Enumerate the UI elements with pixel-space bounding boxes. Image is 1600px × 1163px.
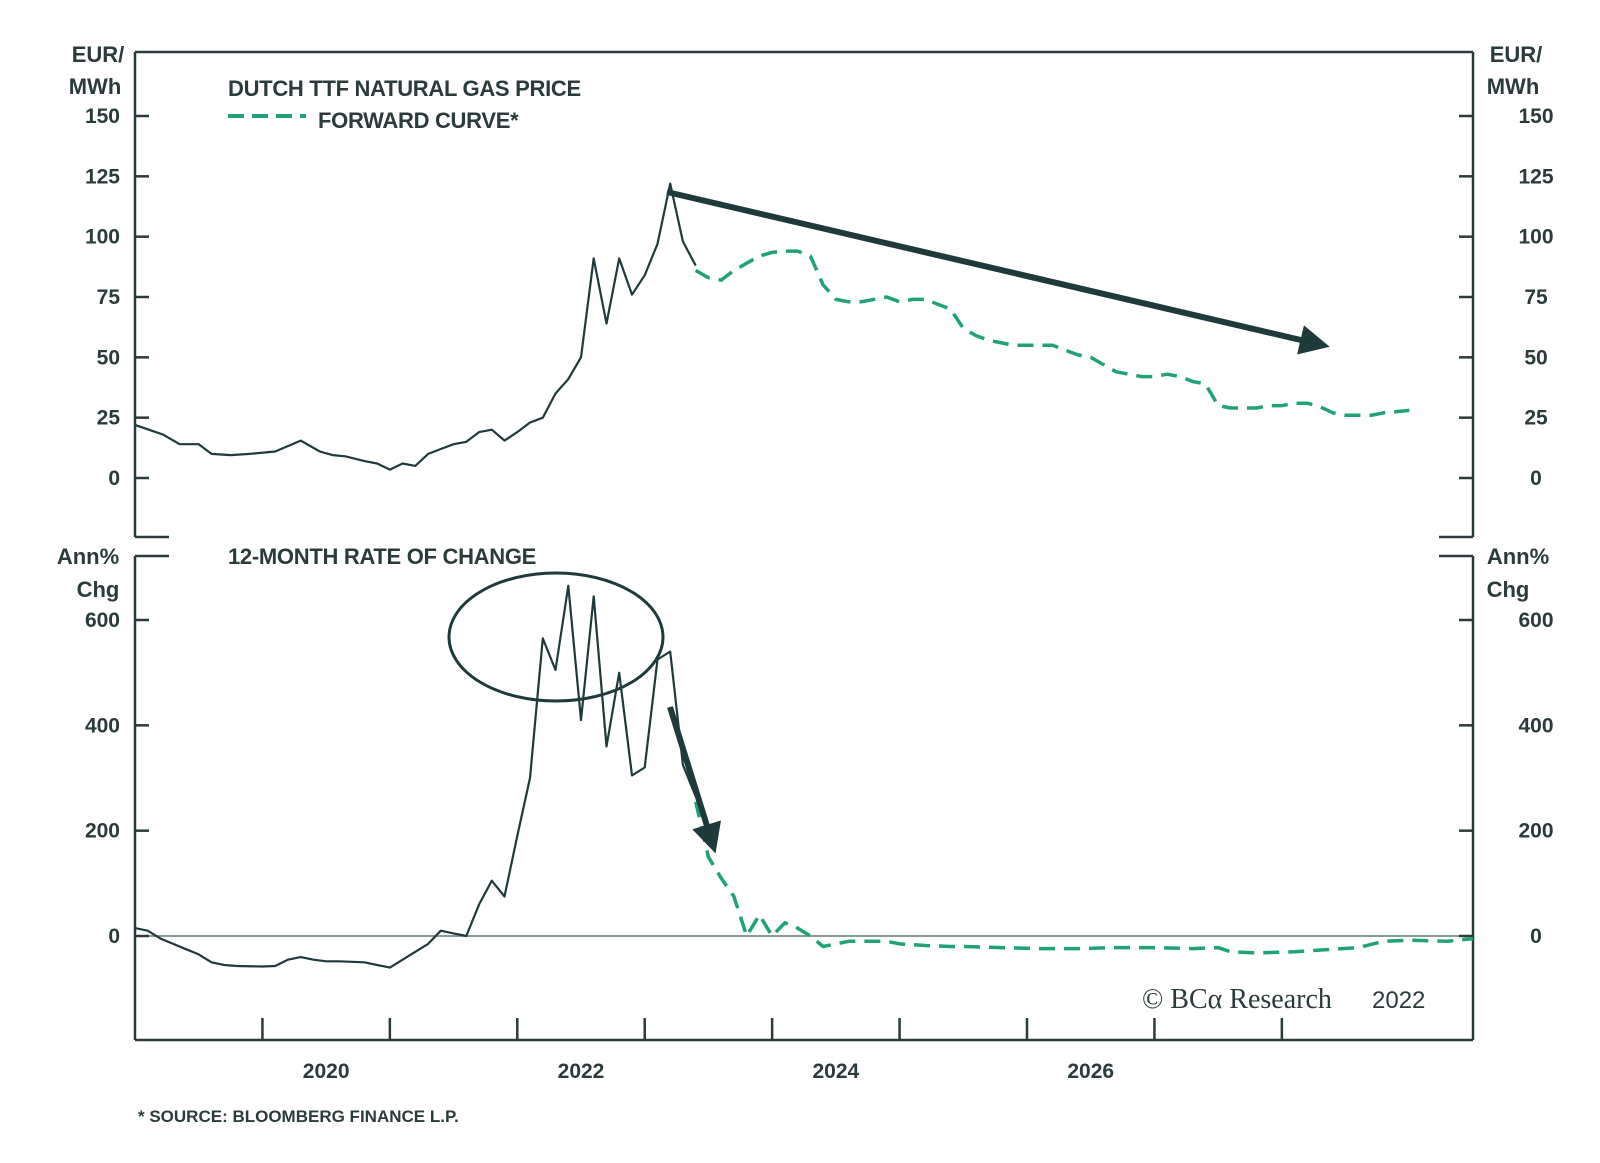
top-left-tick-label: 50	[97, 346, 120, 369]
top-right-tick-label: 0	[1530, 467, 1542, 490]
down-arrow	[667, 706, 721, 854]
top-right-tick-label: 100	[1518, 226, 1553, 249]
top-left-unit-line2: MWh	[69, 74, 122, 99]
x-tick-label-2026: 2026	[1067, 1060, 1114, 1083]
bottom-left-unit-line2: Chg	[77, 577, 120, 602]
down-trend-arrow	[666, 189, 1330, 355]
legend-forward-curve-label: FORWARD CURVE*	[318, 108, 519, 133]
bottom-series-actual	[134, 584, 697, 969]
bottom-right-tick-label: 0	[1530, 925, 1542, 948]
bottom-series-forward-curve	[693, 801, 1474, 955]
bottom-right-tick-label: 200	[1518, 820, 1553, 843]
top-left-tick-label: 100	[85, 226, 120, 249]
bottom-right-tick-label: 600	[1518, 609, 1553, 632]
series-layer	[134, 182, 1474, 969]
top-panel-title: DUTCH TTF NATURAL GAS PRICE	[228, 76, 581, 101]
axis-ticks	[135, 114, 1473, 1040]
copyright-year: 2022	[1372, 987, 1425, 1014]
top-right-tick-label: 50	[1524, 346, 1547, 369]
x-tick-label-2022: 2022	[558, 1060, 605, 1083]
chart-frame	[133, 50, 1475, 1042]
top-series-actual	[134, 182, 697, 471]
copyright-text: © BCα Research	[1142, 984, 1332, 1015]
top-left-tick-label: 150	[85, 105, 120, 128]
footnote: * SOURCE: BLOOMBERG FINANCE L.P.	[138, 1107, 459, 1126]
x-tick-label-2024: 2024	[812, 1060, 859, 1083]
bottom-right-unit-line1: Ann%	[1487, 544, 1549, 569]
top-left-tick-label: 125	[85, 165, 120, 188]
top-right-tick-label: 75	[1524, 286, 1548, 309]
x-tick-label-2020: 2020	[303, 1060, 350, 1083]
top-right-unit-line1: EUR/	[1490, 42, 1543, 67]
bottom-panel-title: 12-MONTH RATE OF CHANGE	[228, 544, 536, 569]
top-series-forward-curve	[694, 249, 1410, 418]
top-left-unit-line1: EUR/	[72, 42, 125, 67]
bottom-left-tick-label: 400	[85, 714, 120, 737]
bottom-right-unit-line2: Chg	[1487, 577, 1530, 602]
bottom-left-tick-label: 600	[85, 609, 120, 632]
top-right-tick-label: 150	[1518, 105, 1553, 128]
peak-circle	[447, 571, 665, 703]
annotations	[447, 189, 1330, 854]
bottom-left-tick-label: 200	[85, 820, 120, 843]
top-left-tick-label: 25	[97, 407, 121, 430]
top-left-tick-label: 0	[108, 467, 120, 490]
top-right-tick-label: 125	[1518, 165, 1553, 188]
chart-text: EUR/ MWh EUR/ MWh DUTCH TTF NATURAL GAS …	[57, 42, 1554, 1126]
bottom-left-tick-label: 0	[108, 925, 120, 948]
top-right-tick-label: 25	[1524, 407, 1548, 430]
top-right-unit-line2: MWh	[1487, 74, 1540, 99]
bottom-right-tick-label: 400	[1518, 714, 1553, 737]
top-left-tick-label: 75	[97, 286, 121, 309]
bottom-left-unit-line1: Ann%	[57, 544, 119, 569]
